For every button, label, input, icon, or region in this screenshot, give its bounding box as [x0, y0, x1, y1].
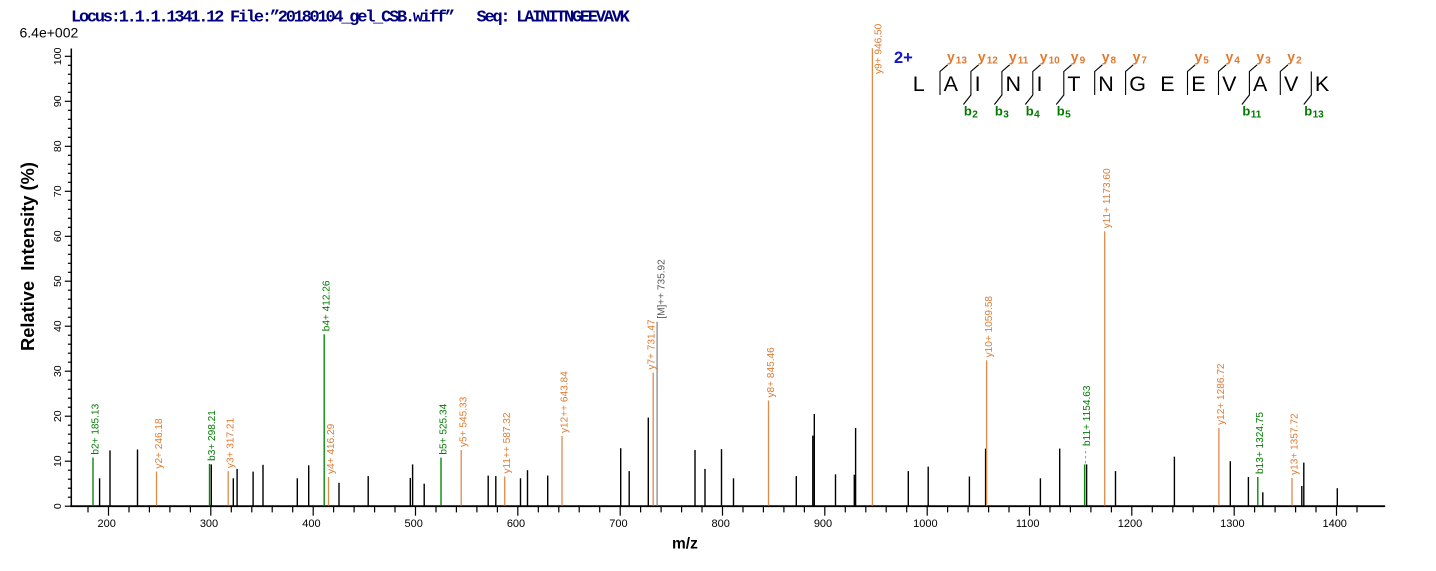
svg-text:8: 8 — [1111, 55, 1117, 66]
svg-text:b: b — [1057, 104, 1065, 119]
svg-text:Relative Intensity (%): Relative Intensity (%) — [17, 162, 38, 351]
svg-text:y12+ 1286.72: y12+ 1286.72 — [1216, 363, 1227, 425]
svg-text:300: 300 — [200, 518, 218, 530]
svg-text:4: 4 — [1034, 110, 1040, 121]
svg-text:0: 0 — [52, 503, 64, 509]
svg-text:b: b — [964, 104, 972, 119]
svg-text:y11+ 1173.60: y11+ 1173.60 — [1102, 168, 1113, 228]
svg-text:5: 5 — [1203, 55, 1209, 66]
svg-text:L: L — [913, 72, 925, 96]
svg-text:y: y — [1226, 49, 1234, 65]
svg-text:y13+ 1357.72: y13+ 1357.72 — [1289, 413, 1300, 475]
svg-text:y11++ 587.32: y11++ 587.32 — [502, 412, 513, 473]
svg-text:20: 20 — [52, 410, 64, 422]
svg-text:Locus:1.1.1.1341.12 File:”2018: Locus:1.1.1.1341.12 File:”20180104_gel_C… — [71, 8, 631, 27]
svg-text:4: 4 — [1234, 55, 1240, 66]
svg-text:3: 3 — [1003, 110, 1009, 121]
svg-text:800: 800 — [712, 518, 730, 530]
svg-text:11: 11 — [1018, 55, 1029, 66]
svg-text:y3+ 317.21: y3+ 317.21 — [226, 417, 237, 468]
svg-text:y: y — [1195, 49, 1203, 65]
svg-text:y: y — [1133, 49, 1141, 65]
svg-text:b: b — [1304, 104, 1312, 119]
svg-text:600: 600 — [507, 518, 525, 530]
svg-text:m/z: m/z — [672, 536, 698, 553]
svg-text:13: 13 — [956, 55, 968, 66]
svg-text:V: V — [1222, 72, 1237, 96]
svg-text:1200: 1200 — [1118, 518, 1142, 530]
svg-text:7: 7 — [1141, 55, 1147, 66]
svg-text:5: 5 — [1065, 110, 1071, 121]
svg-text:50: 50 — [52, 275, 64, 287]
svg-text:1300: 1300 — [1220, 518, 1244, 530]
svg-text:y: y — [1040, 49, 1048, 65]
svg-text:2: 2 — [972, 110, 978, 121]
svg-text:b: b — [1026, 104, 1034, 119]
svg-text:y: y — [1287, 49, 1295, 65]
svg-text:b11+ 1154.63: b11+ 1154.63 — [1082, 385, 1093, 446]
svg-text:6.4e+002: 6.4e+002 — [20, 25, 79, 41]
svg-text:y: y — [1256, 49, 1264, 65]
svg-text:400: 400 — [302, 518, 320, 530]
svg-text:E: E — [1160, 72, 1174, 96]
svg-text:70: 70 — [52, 185, 64, 197]
svg-text:E: E — [1191, 72, 1205, 96]
svg-text:1000: 1000 — [913, 518, 937, 530]
svg-text:y12++ 643.84: y12++ 643.84 — [559, 371, 570, 433]
svg-text:b: b — [995, 104, 1003, 119]
svg-text:b13+ 1324.75: b13+ 1324.75 — [1255, 412, 1266, 474]
svg-text:80: 80 — [52, 140, 64, 152]
svg-text:y10+ 1059.58: y10+ 1059.58 — [984, 296, 995, 358]
svg-text:K: K — [1315, 72, 1330, 96]
svg-text:y: y — [1009, 49, 1017, 65]
svg-text:y4+ 416.29: y4+ 416.29 — [326, 423, 337, 474]
svg-text:T: T — [1067, 72, 1080, 96]
svg-text:I: I — [1037, 72, 1043, 96]
svg-text:500: 500 — [405, 518, 423, 530]
svg-text:1100: 1100 — [1016, 518, 1040, 530]
svg-text:y2+ 246.18: y2+ 246.18 — [154, 418, 165, 469]
svg-text:700: 700 — [609, 518, 627, 530]
svg-text:3: 3 — [1265, 55, 1271, 66]
svg-text:900: 900 — [814, 518, 832, 530]
svg-text:11: 11 — [1251, 110, 1262, 121]
svg-text:N: N — [1006, 72, 1022, 96]
svg-text:G: G — [1129, 72, 1146, 96]
svg-text:y8+ 845.46: y8+ 845.46 — [766, 347, 777, 398]
svg-text:y9+ 946.50: y9+ 946.50 — [874, 23, 885, 74]
svg-text:90: 90 — [52, 95, 64, 107]
svg-text:y: y — [1102, 49, 1110, 65]
svg-text:y: y — [947, 49, 955, 65]
svg-text:b: b — [1242, 104, 1250, 119]
svg-text:b5+ 525.34: b5+ 525.34 — [438, 403, 449, 454]
svg-text:b4+ 412.26: b4+ 412.26 — [322, 280, 333, 331]
svg-text:2: 2 — [1296, 55, 1302, 66]
svg-text:12: 12 — [987, 55, 999, 66]
svg-text:V: V — [1284, 72, 1299, 96]
svg-text:A: A — [944, 72, 959, 96]
svg-text:100: 100 — [52, 47, 64, 65]
svg-text:13: 13 — [1313, 110, 1325, 121]
svg-text:10: 10 — [1049, 55, 1061, 66]
svg-text:30: 30 — [52, 365, 64, 377]
svg-text:1400: 1400 — [1322, 518, 1346, 530]
svg-text:y: y — [978, 49, 986, 65]
svg-text:60: 60 — [52, 230, 64, 242]
svg-text:40: 40 — [52, 320, 64, 332]
svg-text:9: 9 — [1080, 55, 1086, 66]
svg-text:b3+ 298.21: b3+ 298.21 — [207, 410, 218, 461]
svg-text:y: y — [1071, 49, 1079, 65]
svg-text:y5+ 545.33: y5+ 545.33 — [459, 396, 470, 447]
svg-text:N: N — [1098, 72, 1114, 96]
svg-text:[M]++ 735.92: [M]++ 735.92 — [657, 259, 668, 319]
svg-text:A: A — [1253, 72, 1268, 96]
svg-text:200: 200 — [98, 518, 116, 530]
svg-text:y7+ 731.47: y7+ 731.47 — [647, 319, 658, 370]
svg-text:I: I — [975, 72, 981, 96]
svg-text:10: 10 — [52, 455, 64, 467]
svg-text:2+: 2+ — [894, 49, 913, 67]
svg-text:b2+ 185.13: b2+ 185.13 — [90, 403, 101, 454]
